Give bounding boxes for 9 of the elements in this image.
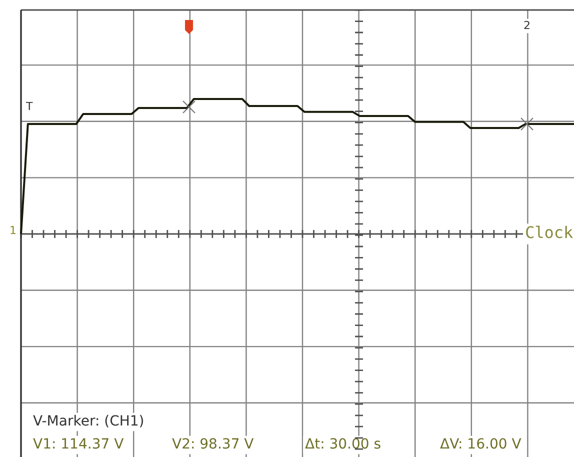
text: V2: 98.37 V — [172, 436, 254, 453]
text: 1 — [10, 224, 16, 237]
annotation: T — [25, 100, 33, 113]
annotation: Clock — [525, 223, 574, 242]
text: V-Marker: (CH1) — [33, 414, 144, 430]
text: ΔV: 16.00 V — [440, 436, 522, 453]
text: V1: 114.37 V — [33, 436, 124, 453]
text: Δt: 30.00 s — [305, 436, 382, 453]
text: 2 — [524, 18, 530, 32]
